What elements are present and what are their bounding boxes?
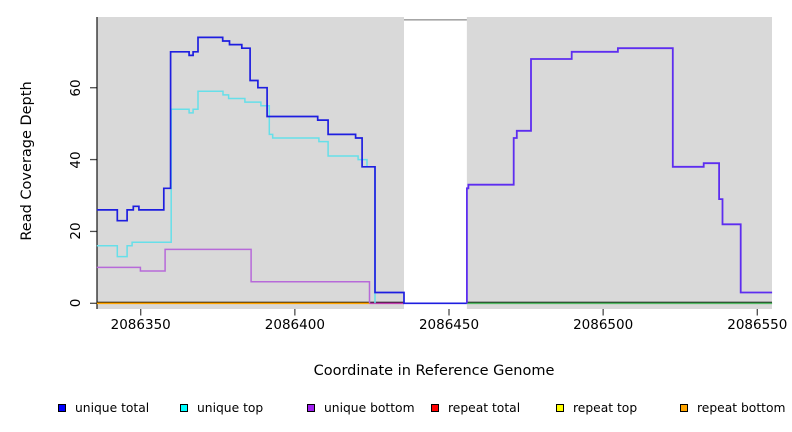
legend-item-repeat-bottom: repeat bottom — [680, 400, 785, 416]
legend-label: unique bottom — [324, 401, 415, 415]
legend-item-unique-total: unique total — [58, 400, 149, 416]
series-unique-bottom-left-block — [96, 248, 371, 304]
y-tick-label: 40 — [68, 150, 84, 169]
legend-swatch — [180, 404, 188, 412]
legend-label: repeat bottom — [697, 401, 786, 415]
missing-data-gap — [403, 17, 467, 315]
legend-item-repeat-total: repeat total — [431, 400, 520, 416]
x-tick-label: 2086550 — [727, 317, 788, 333]
legend-label: unique total — [75, 401, 150, 415]
legend-item-repeat-top: repeat top — [556, 400, 637, 416]
legend-swatch — [307, 404, 315, 412]
series-unique-top-left-block — [96, 90, 376, 304]
x-axis-title: Coordinate in Reference Genome — [313, 363, 555, 379]
legend-label: repeat total — [448, 401, 521, 415]
legend-label: unique top — [197, 401, 264, 415]
x-tick-label: 2086500 — [573, 317, 634, 333]
legend-swatch — [556, 404, 564, 412]
x-tick-label: 2086400 — [264, 317, 325, 333]
y-tick-label: 0 — [68, 299, 84, 308]
legend-swatch — [680, 404, 688, 412]
legend-item-unique-top: unique top — [180, 400, 263, 416]
y-axis-title: Read Coverage Depth — [19, 81, 35, 241]
legend-swatch — [431, 404, 439, 412]
series-unique-total-unique-bottom-right-block-overlapped — [466, 47, 773, 304]
series-unique-total-left-block — [96, 36, 467, 305]
x-tick-label: 2086350 — [110, 317, 171, 333]
y-tick-label: 60 — [68, 79, 84, 97]
legend-item-unique-bottom: unique bottom — [307, 400, 415, 416]
y-tick-label: 20 — [68, 222, 84, 241]
x-tick-label: 2086450 — [418, 317, 480, 333]
legend-label: repeat top — [573, 401, 638, 415]
legend-swatch — [58, 404, 66, 412]
